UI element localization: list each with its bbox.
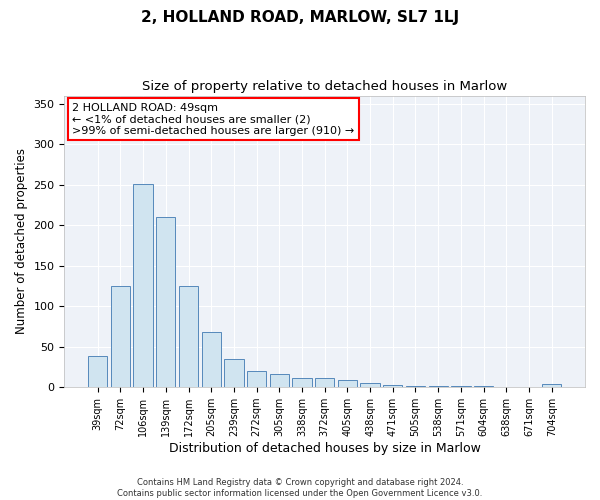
Bar — [133, 184, 153, 387]
Bar — [224, 359, 244, 387]
Text: Contains HM Land Registry data © Crown copyright and database right 2024.
Contai: Contains HM Land Registry data © Crown c… — [118, 478, 482, 498]
Bar — [247, 371, 266, 387]
Text: 2 HOLLAND ROAD: 49sqm
← <1% of detached houses are smaller (2)
>99% of semi-deta: 2 HOLLAND ROAD: 49sqm ← <1% of detached … — [72, 103, 355, 136]
Bar — [202, 332, 221, 387]
Bar — [269, 374, 289, 387]
Bar — [451, 386, 470, 387]
Text: 2, HOLLAND ROAD, MARLOW, SL7 1LJ: 2, HOLLAND ROAD, MARLOW, SL7 1LJ — [141, 10, 459, 25]
Y-axis label: Number of detached properties: Number of detached properties — [15, 148, 28, 334]
Bar — [474, 386, 493, 387]
Bar — [428, 386, 448, 387]
Bar — [111, 286, 130, 387]
Bar — [542, 384, 562, 387]
X-axis label: Distribution of detached houses by size in Marlow: Distribution of detached houses by size … — [169, 442, 481, 455]
Bar — [156, 217, 175, 387]
Bar — [88, 356, 107, 387]
Bar — [292, 378, 311, 387]
Bar — [383, 385, 403, 387]
Bar — [315, 378, 334, 387]
Bar — [406, 386, 425, 387]
Bar — [179, 286, 198, 387]
Title: Size of property relative to detached houses in Marlow: Size of property relative to detached ho… — [142, 80, 508, 93]
Bar — [338, 380, 357, 387]
Bar — [361, 383, 380, 387]
